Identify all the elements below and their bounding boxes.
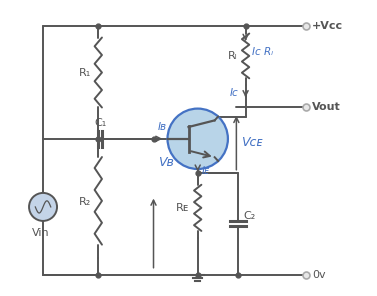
Text: R₂: R₂ xyxy=(79,197,91,207)
Text: Iᴄ Rₗ: Iᴄ Rₗ xyxy=(252,47,273,57)
Text: Rᴇ: Rᴇ xyxy=(176,203,190,213)
Text: 0v: 0v xyxy=(312,270,325,280)
Text: Vᴄᴇ: Vᴄᴇ xyxy=(241,136,262,149)
Text: Vʙ: Vʙ xyxy=(158,156,174,169)
Text: Iʙ: Iʙ xyxy=(158,122,167,132)
Text: C₂: C₂ xyxy=(244,211,256,221)
Text: Rₗ: Rₗ xyxy=(228,51,238,61)
Text: C₁: C₁ xyxy=(94,118,106,128)
Text: Iᴇ: Iᴇ xyxy=(202,166,210,176)
Circle shape xyxy=(167,109,228,169)
Text: Vout: Vout xyxy=(312,102,340,112)
Text: +Vcc: +Vcc xyxy=(312,22,343,31)
Text: Iᴄ: Iᴄ xyxy=(230,88,239,98)
Text: Vin: Vin xyxy=(32,228,50,238)
Text: R₁: R₁ xyxy=(79,67,91,78)
Circle shape xyxy=(29,193,57,221)
